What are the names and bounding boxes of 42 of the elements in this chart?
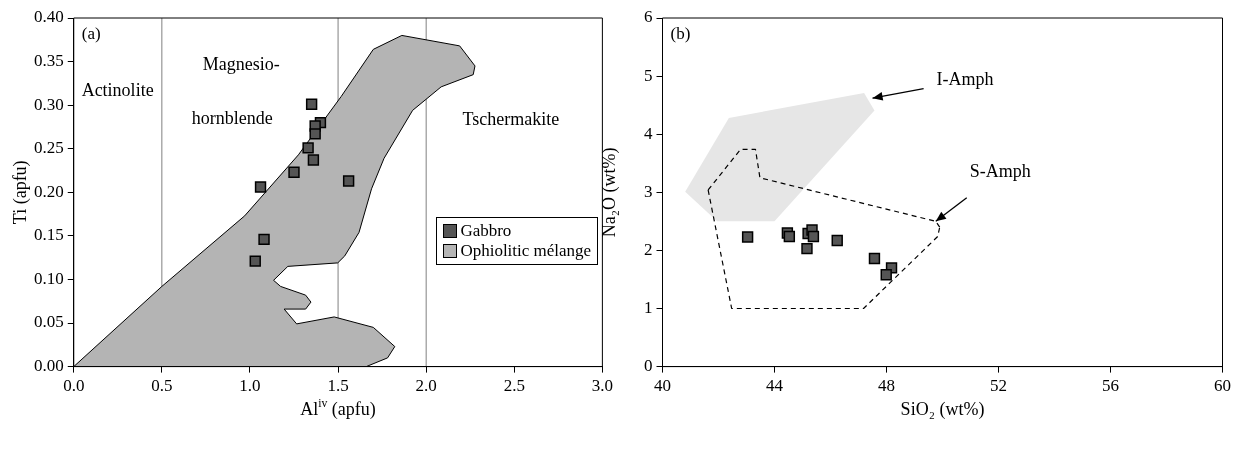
annotation: (a) [81,23,101,43]
x-tick-label: 60 [1214,376,1231,396]
annotation: S-Amph [969,161,1031,182]
y-tick-label: 0.15 [34,225,64,245]
x-tick-label: 3.0 [591,376,613,396]
y-tick-label: 0.00 [34,356,64,376]
y-tick-label: 0.40 [34,7,64,27]
y-tick-label: 0.05 [34,312,64,332]
annotation: hornblende [191,107,273,128]
annotation: (b) [670,23,691,43]
x-tick-label: 56 [1102,376,1119,396]
y-tick-label: 0.10 [34,268,64,288]
y-tick-label: 0.30 [34,94,64,114]
x-tick-label: 52 [990,376,1007,396]
y-tick-label: 2 [644,239,653,259]
y-tick-label: 6 [644,7,653,27]
x-tick-label: 40 [654,376,671,396]
x-axis-title: SiO₂ (wt%) [900,399,985,421]
x-tick-label: 0.5 [151,376,173,396]
y-axis-title: Na₂O (wt%) [599,147,621,238]
annotation: Actinolite [81,79,154,100]
annotation: Magnesio- [202,54,280,75]
y-tick-label: 0 [644,356,653,376]
x-tick-label: 2.5 [503,376,525,396]
y-tick-label: 5 [644,65,653,85]
x-tick-label: 1.0 [239,376,261,396]
y-tick-label: 0.35 [34,51,64,71]
y-tick-label: 0.20 [34,181,64,201]
y-tick-label: 3 [644,181,653,201]
annotation: I-Amph [936,69,994,90]
legend-label: Gabbro [460,220,512,241]
x-tick-label: 0.0 [63,376,85,396]
y-tick-label: 1 [644,297,653,317]
y-axis-title: Ti (apfu) [10,160,32,225]
x-tick-label: 44 [766,376,784,396]
x-tick-label: 2.0 [415,376,437,396]
y-tick-label: 4 [644,123,653,143]
x-tick-label: 48 [878,376,895,396]
series-label: Ophiolitic mélange [460,240,592,261]
x-tick-label: 1.5 [327,376,349,396]
annotation: Tschermakite [462,108,560,129]
y-tick-label: 0.25 [34,138,64,158]
